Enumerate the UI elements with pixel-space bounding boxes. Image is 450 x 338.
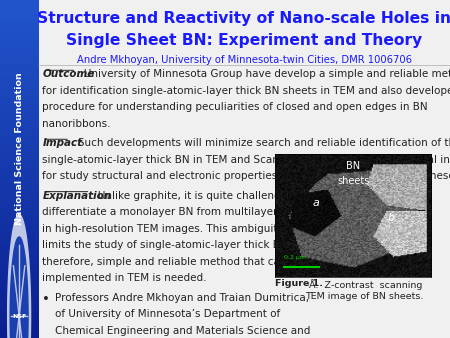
- Text: : Such developments will minimize search and reliable identification of the: : Such developments will minimize search…: [71, 138, 450, 148]
- Text: b: b: [387, 213, 394, 223]
- Text: Chemical Engineering and Materials Science and: Chemical Engineering and Materials Scien…: [55, 326, 310, 336]
- Text: limits the study of single-atomic-layer thick BN and,: limits the study of single-atomic-layer …: [42, 240, 314, 250]
- Polygon shape: [10, 237, 28, 338]
- Text: a: a: [312, 198, 319, 208]
- Text: : Unlike graphite, it is quite challenging to: : Unlike graphite, it is quite challengi…: [91, 191, 311, 201]
- Text: BN: BN: [346, 161, 360, 171]
- Text: single-atomic-layer thick BN in TEM and Scanning TEM and, which is critical init: single-atomic-layer thick BN in TEM and …: [42, 155, 450, 165]
- Text: for identification single-atomic-layer thick BN sheets in TEM and also developed: for identification single-atomic-layer t…: [42, 86, 450, 96]
- Text: : University of Minnesota Group have develop a simple and reliable method: : University of Minnesota Group have dev…: [77, 69, 450, 79]
- Text: Andre Mkhoyan, University of Minnesota-twin Cities, DMR 1006706: Andre Mkhoyan, University of Minnesota-t…: [76, 55, 412, 66]
- Text: of University of Minnesota’s Department of: of University of Minnesota’s Department …: [55, 309, 280, 319]
- Text: sheets: sheets: [337, 176, 369, 186]
- Text: Å.  Z-contrast  scanning
TEM image of BN sheets.: Å. Z-contrast scanning TEM image of BN s…: [306, 280, 424, 301]
- Text: 0.2 μm: 0.2 μm: [284, 255, 306, 260]
- Text: Figure 1.: Figure 1.: [275, 280, 323, 289]
- Text: •: •: [42, 293, 50, 306]
- Text: Explanation: Explanation: [42, 191, 112, 201]
- Text: nanoribbons.: nanoribbons.: [42, 119, 111, 129]
- Text: implemented in TEM is needed.: implemented in TEM is needed.: [42, 273, 207, 284]
- Text: Single Sheet BN: Experiment and Theory: Single Sheet BN: Experiment and Theory: [66, 33, 422, 48]
- Text: for study structural and electronic properties as well as functionalities of the: for study structural and electronic prop…: [42, 171, 450, 182]
- Text: Outcome: Outcome: [42, 69, 94, 79]
- Polygon shape: [8, 215, 31, 338]
- Text: in high-resolution TEM images. This ambiguity often: in high-resolution TEM images. This ambi…: [42, 224, 315, 234]
- Text: Professors Andre Mkhoyan and Traian Dumitrica,: Professors Andre Mkhoyan and Traian Dumi…: [55, 293, 309, 303]
- Text: NSF: NSF: [12, 314, 26, 318]
- Text: procedure for understanding peculiarities of closed and open edges in BN: procedure for understanding peculiaritie…: [42, 102, 428, 113]
- Text: Structure and Reactivity of Nano-scale Holes in: Structure and Reactivity of Nano-scale H…: [37, 11, 450, 26]
- Text: therefore, simple and reliable method that can be: therefore, simple and reliable method th…: [42, 257, 303, 267]
- Text: differentiate a monolayer BN from multilayer of h-BN: differentiate a monolayer BN from multil…: [42, 207, 319, 217]
- Text: National Science Foundation: National Science Foundation: [14, 72, 24, 225]
- Text: Impact: Impact: [42, 138, 82, 148]
